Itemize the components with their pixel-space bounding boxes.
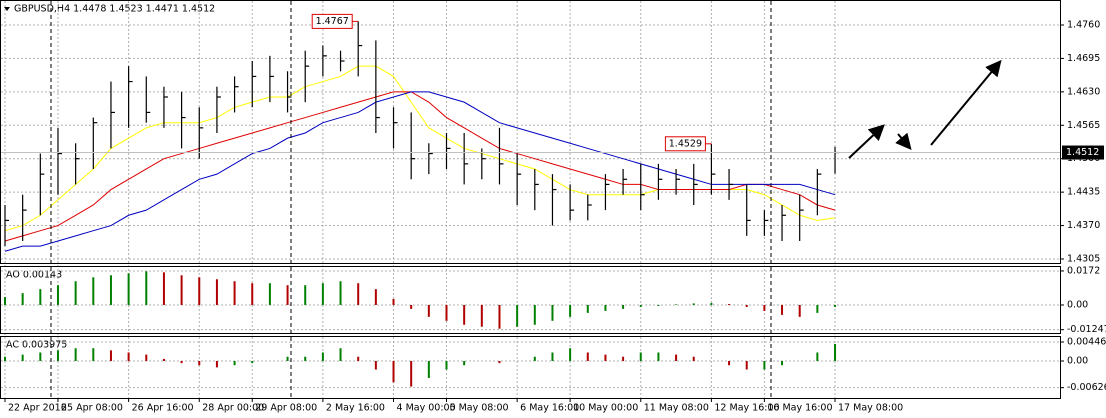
current-price: 1.4512	[1066, 147, 1099, 158]
x-tick-label: 4 May 00:00	[397, 403, 456, 414]
drawn-arrow	[895, 132, 912, 151]
x-tick-label: 16 May 16:00	[767, 403, 832, 414]
menu-triangle[interactable]	[4, 7, 10, 11]
y-tick-label: 1.4370	[1067, 220, 1100, 231]
y-tick-label: 0.00	[1067, 355, 1088, 366]
y-tick-label: 0.0172	[1067, 265, 1100, 276]
y-tick-label: 1.4435	[1067, 187, 1100, 198]
y-tick-label: 1.4630	[1067, 86, 1100, 97]
current-price-tag	[1062, 145, 1104, 160]
x-tick-label: 11 May 08:00	[644, 403, 709, 414]
drawn-arrow	[848, 124, 885, 159]
ao-panel-frame	[0, 266, 1061, 334]
ac-panel-frame	[0, 336, 1061, 399]
y-tick-label: 1.4305	[1067, 253, 1100, 264]
y-tick-label: 1.4565	[1067, 120, 1100, 131]
x-tick-label: 25 Apr 08:00	[61, 403, 123, 414]
x-tick-label: 2 May 16:00	[326, 403, 385, 414]
panel-title: AO 0.00143	[6, 270, 62, 281]
x-tick-label: 6 May 16:00	[520, 403, 579, 414]
x-tick-label: 10 May 00:00	[573, 403, 638, 414]
y-tick-label: 0.00	[1067, 299, 1088, 310]
x-tick-label: 17 May 08:00	[838, 403, 903, 414]
x-tick-label: 29 Apr 08:00	[255, 403, 317, 414]
y-tick-label: -0.00626	[1067, 382, 1106, 393]
x-tick-label: 22 Apr 2016	[8, 403, 67, 414]
y-tick-label: 1.4760	[1067, 19, 1100, 30]
x-tick-label: 28 Apr 00:00	[202, 403, 264, 414]
price-label: 1.4767	[316, 16, 349, 27]
y-tick-label: -0.01247	[1067, 324, 1106, 335]
x-tick-label: 5 May 08:00	[450, 403, 509, 414]
x-tick-label: 26 Apr 16:00	[132, 403, 194, 414]
panel-title: AC 0.003975	[6, 340, 67, 351]
panel-title: GBPUSD,H4 1.4478 1.4523 1.4471 1.4512	[14, 4, 215, 15]
price-panel-frame	[0, 0, 1061, 264]
moving-average	[4, 91, 836, 252]
drawn-arrow	[930, 59, 1002, 146]
price-label: 1.4529	[669, 138, 702, 149]
y-tick-label: 0.004463	[1067, 336, 1106, 347]
moving-average	[4, 91, 836, 242]
y-tick-label: 1.4695	[1067, 53, 1100, 64]
x-tick-label: 12 May 16:00	[714, 403, 779, 414]
